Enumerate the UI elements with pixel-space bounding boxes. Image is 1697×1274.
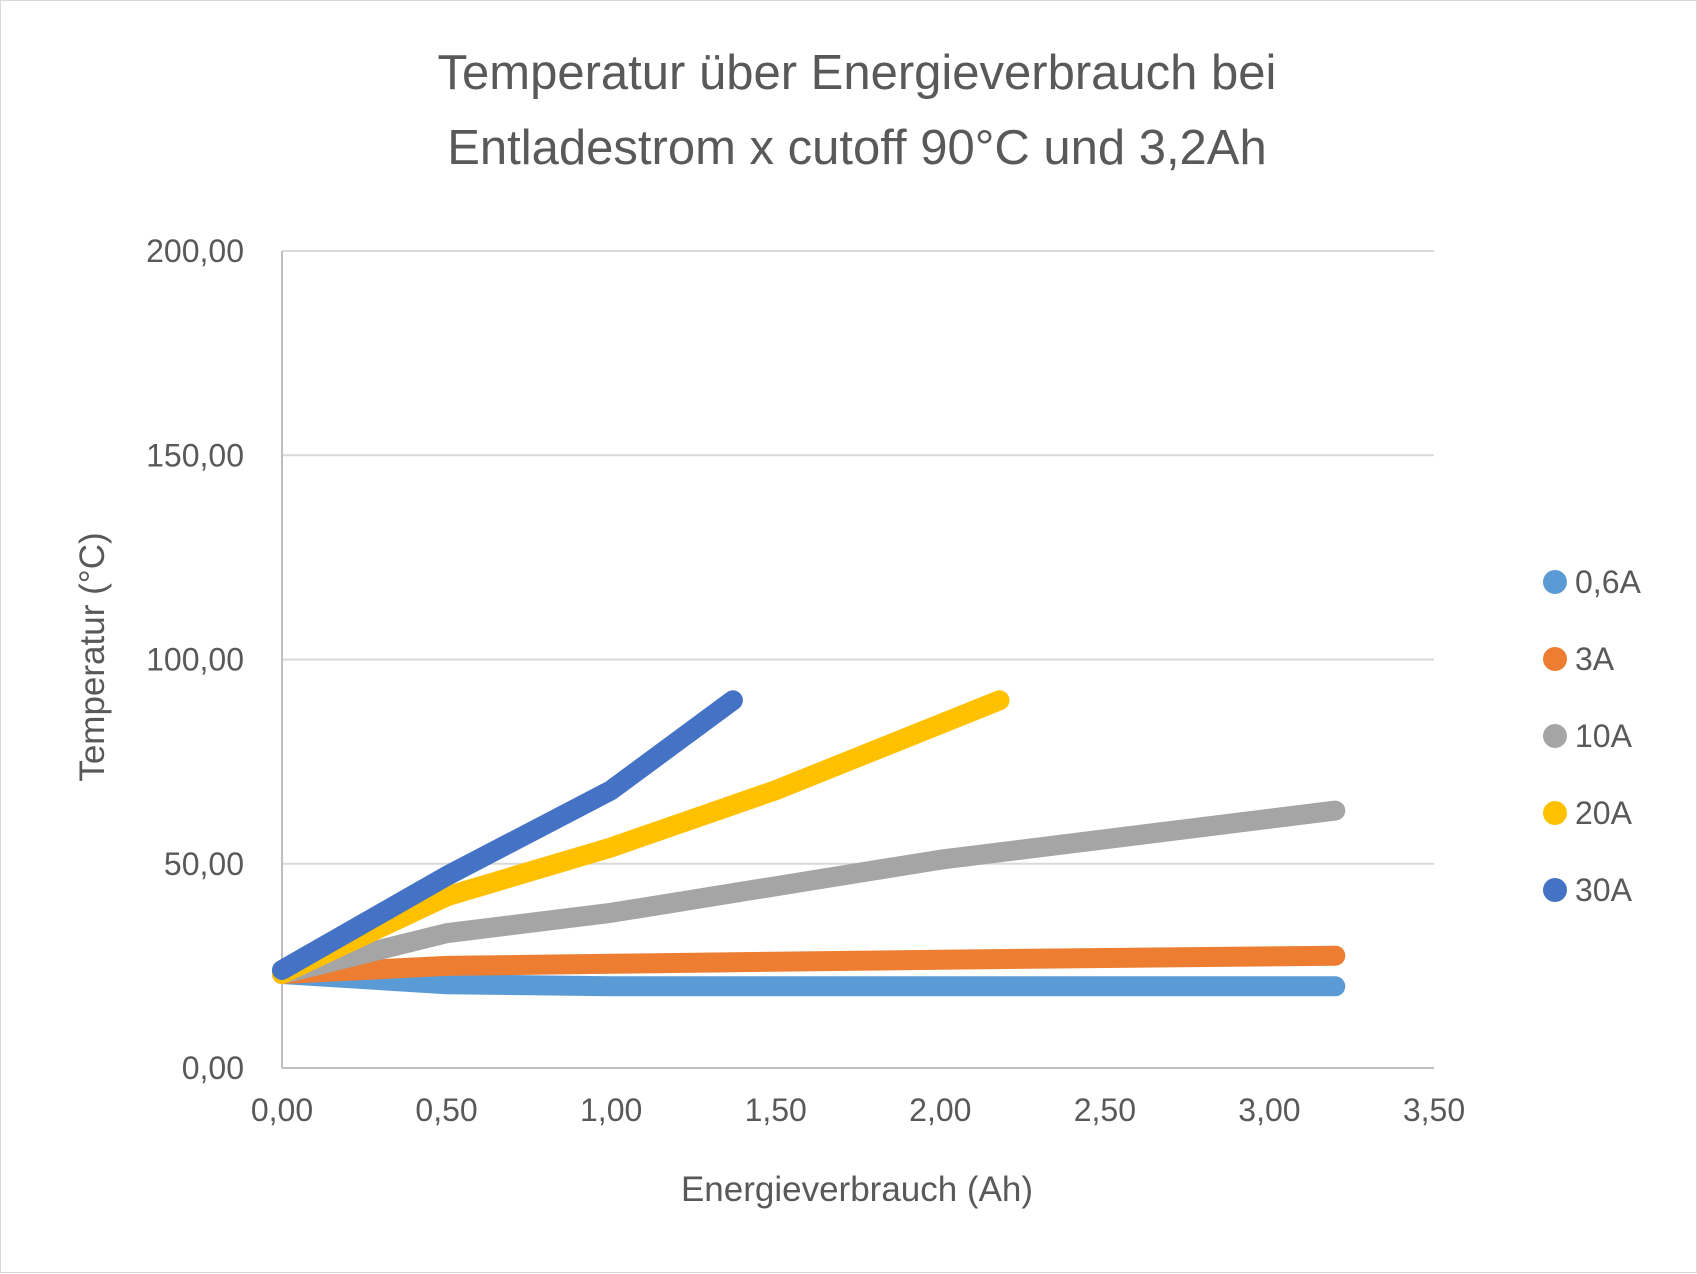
series-line-30A <box>272 690 743 980</box>
y-axis-title: Temperatur (°C) <box>73 532 112 781</box>
chart-title: Temperatur über Energieverbrauch bei Ent… <box>438 46 1277 175</box>
x-tick-label-0: 0,00 <box>251 1092 313 1128</box>
legend-label-3: 20A <box>1575 795 1633 831</box>
legend-marker-1 <box>1543 647 1567 671</box>
series-line-0-6A <box>272 964 1346 997</box>
y-tick-label-2: 100,00 <box>146 642 244 678</box>
y-tick-label-3: 150,00 <box>146 437 244 473</box>
legend-marker-3 <box>1543 801 1567 825</box>
y-tick-label-1: 50,00 <box>164 846 244 882</box>
x-tick-label-4: 2,00 <box>909 1092 971 1128</box>
series-lines <box>272 690 1346 997</box>
series-line-10A <box>272 800 1346 984</box>
x-tick-label-3: 1,50 <box>745 1092 807 1128</box>
chart-title-line-2: Entladestrom x cutoff 90°C und 3,2Ah <box>447 121 1267 175</box>
x-tick-label-1: 0,50 <box>415 1092 477 1128</box>
y-tick-label-4: 200,00 <box>146 233 244 269</box>
y-tick-labels: 0,00 50,00 100,00 150,00 200,00 <box>146 233 244 1086</box>
legend-marker-2 <box>1543 724 1567 748</box>
legend-marker-0 <box>1543 570 1567 594</box>
legend-marker-4 <box>1543 878 1567 902</box>
legend: 0,6A 3A 10A 20A 30A <box>1543 564 1641 908</box>
legend-label-0: 0,6A <box>1575 564 1641 600</box>
gridlines <box>282 250 1434 865</box>
y-tick-label-0: 0,00 <box>182 1050 244 1086</box>
chart-title-line-1: Temperatur über Energieverbrauch bei <box>438 46 1277 100</box>
x-axis-title: Energieverbrauch (Ah) <box>681 1170 1033 1209</box>
x-tick-label-5: 2,50 <box>1074 1092 1136 1128</box>
series-line-20A <box>272 690 1010 984</box>
axes <box>281 251 1434 1069</box>
x-tick-label-7: 3,50 <box>1403 1092 1465 1128</box>
legend-label-4: 30A <box>1575 872 1633 908</box>
x-tick-labels: 0,00 0,50 1,00 1,50 2,00 2,50 3,00 3,50 <box>251 1092 1465 1128</box>
legend-label-1: 3A <box>1575 641 1615 677</box>
x-tick-label-2: 1,00 <box>580 1092 642 1128</box>
x-tick-label-6: 3,00 <box>1238 1092 1300 1128</box>
series-line-3A <box>272 945 1346 984</box>
legend-label-2: 10A <box>1575 718 1633 754</box>
